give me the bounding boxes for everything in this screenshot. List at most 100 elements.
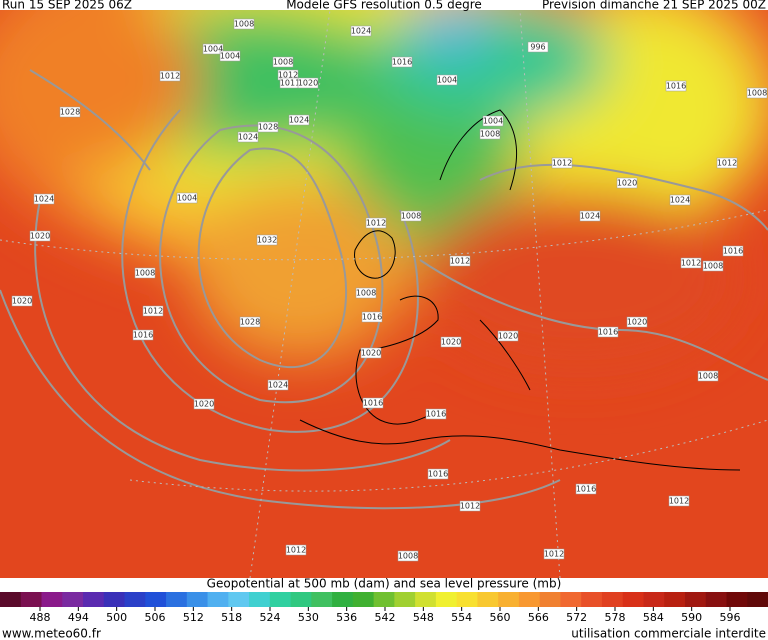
colorbar-swatch [456, 592, 478, 607]
graticule [0, 10, 768, 578]
isobar-label: 1016 [426, 410, 446, 419]
footer-band [0, 578, 768, 640]
isobar-label: 1016 [428, 470, 448, 479]
isobar-label-box [237, 131, 259, 143]
isobar-label-box [360, 347, 382, 359]
isobar-label-box [355, 287, 377, 299]
isobar-label-box [193, 398, 215, 410]
isobar-label-box [288, 114, 310, 126]
isobar-label: 1028 [60, 108, 80, 117]
isobar-label: 1008 [356, 289, 376, 298]
isobar-label-box [202, 43, 224, 55]
colorbar-tick-label: 530 [298, 611, 319, 624]
isobar-label: 1024 [268, 381, 288, 390]
isobar-label: 1016 [392, 58, 412, 67]
isobar-label-box [669, 194, 691, 206]
isobar-label-box [680, 257, 702, 269]
isobar-label-box [29, 230, 51, 242]
isobar-label-box [391, 56, 413, 68]
isobars [0, 69, 768, 510]
colorbar-swatch [747, 592, 768, 607]
isobar-label-box [267, 379, 289, 391]
isobar-label: 1004 [177, 194, 197, 203]
colorbar-swatch [124, 592, 146, 607]
colorbar-swatch [332, 592, 354, 607]
isobar-label: 1020 [298, 79, 318, 88]
isobar-label: 1016 [362, 313, 382, 322]
isobar-label-box [11, 295, 33, 307]
colorbar-swatch [705, 592, 727, 607]
isobar-label-box [134, 267, 156, 279]
colorbar-swatch [435, 592, 458, 607]
isobar-label: 1012 [552, 159, 572, 168]
colorbar-tick-label: 494 [68, 611, 89, 624]
colorbar-swatch [684, 592, 707, 607]
colorbar-tick-label: 554 [451, 611, 472, 624]
isobar-label: 1012 [278, 71, 298, 80]
isobar-label-box [702, 260, 724, 272]
isobar-label: 1012 [160, 72, 180, 81]
isobar-label: 1008 [401, 212, 421, 221]
isobar-label-box [449, 255, 471, 267]
isobar-label: 1004 [483, 117, 503, 126]
isobar-label: 1028 [240, 318, 260, 327]
isobar-label-box [350, 25, 372, 37]
colorbar-swatch [83, 592, 105, 607]
isobar-label-box [527, 41, 549, 53]
isobar-label: 1012 [143, 307, 163, 316]
isobar-label: 1020 [617, 179, 637, 188]
isobar-label-box [716, 157, 738, 169]
isobar-label: 1024 [670, 196, 690, 205]
isobar-label-box [427, 468, 449, 480]
colorbar-swatch [498, 592, 520, 607]
isobar-label: 1008 [234, 20, 254, 29]
isobar-label: 1016 [576, 485, 596, 494]
isobar-label: 1012 [460, 502, 480, 511]
isobar-label-box [668, 495, 690, 507]
colorbar-swatch [643, 592, 665, 607]
colorbar-swatch [622, 592, 644, 607]
colorbar-swatch [20, 592, 43, 607]
isobar-label-box [219, 50, 241, 62]
isobar-label-box [400, 210, 422, 222]
isobar-label: 1008 [747, 89, 767, 98]
isobar-label: 1024 [34, 195, 54, 204]
colorbar-swatch [581, 592, 603, 607]
colorbar-swatch [41, 592, 63, 607]
colorbar-tick-label: 572 [566, 611, 587, 624]
isobar-label: 1012 [450, 257, 470, 266]
colorbar-swatch [0, 592, 22, 607]
isobar-label-box [176, 192, 198, 204]
colorbar-tick-label: 566 [528, 611, 549, 624]
isobar-label-box [551, 157, 573, 169]
isobar-label: 1016 [723, 247, 743, 256]
model-label: Modele GFS resolution 0.5 degre [286, 0, 482, 12]
colorbar-swatch [249, 592, 271, 607]
colorbar-swatch [311, 592, 333, 607]
isobar-label: 1020 [361, 349, 381, 358]
colorbar-swatch [62, 592, 84, 607]
isobar-label-box [482, 115, 504, 127]
isobar-label-box [159, 70, 181, 82]
isobar-label: 1008 [135, 269, 155, 278]
colorbar: 488 494 500 506 512 518 524 530 536 542 548 554 560 5… [0, 592, 768, 624]
isobar-label-box [272, 56, 294, 68]
colorbar-tick-label: 542 [375, 611, 396, 624]
colorbar-tick-label: 560 [490, 611, 511, 624]
colorbar-swatch [373, 592, 395, 607]
isobar-label-box [297, 77, 319, 89]
colorbar-swatch [518, 592, 541, 607]
isobar-label: 1020 [627, 318, 647, 327]
colorbar-swatch [186, 592, 209, 607]
colorbar-swatch [290, 592, 312, 607]
isobar-label: 1004 [437, 76, 457, 85]
colorbar-tick-label: 518 [221, 611, 242, 624]
isobar-label-box [233, 18, 255, 30]
isobar-label-box [362, 397, 384, 409]
forecast-label: Prevision dimanche 21 SEP 2025 00Z [542, 0, 766, 12]
colorbar-swatch [664, 592, 686, 607]
isobar-label: 1016 [598, 328, 618, 337]
isobar-label: 1016 [133, 331, 153, 340]
isobar-label-box [440, 336, 462, 348]
